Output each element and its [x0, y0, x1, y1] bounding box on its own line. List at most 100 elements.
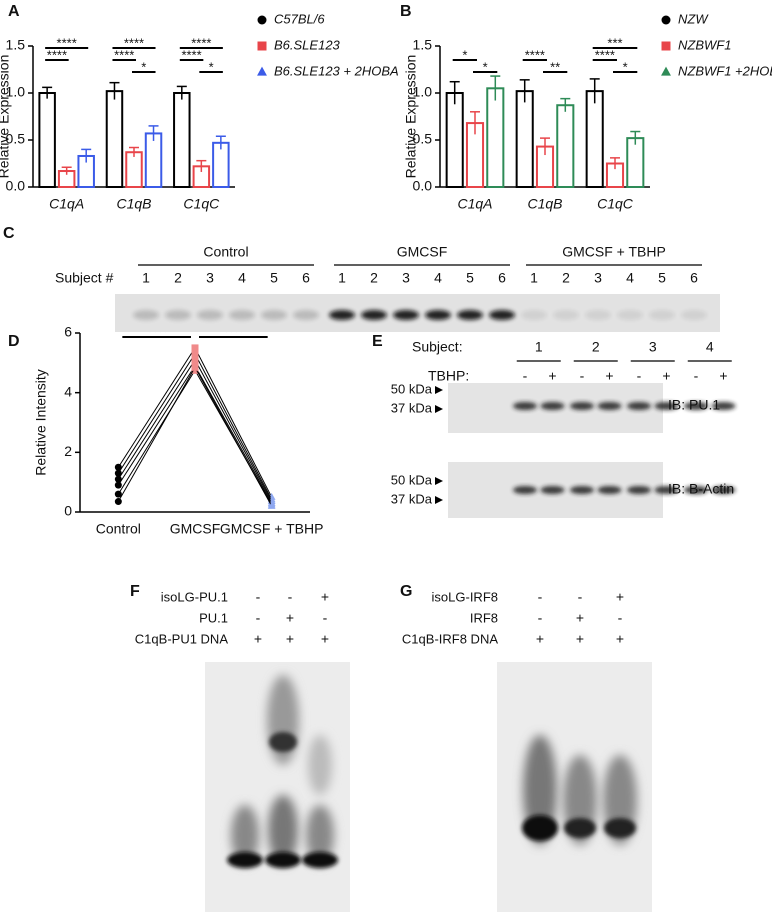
x-tick-label: C1qB — [116, 196, 151, 212]
condition-sign: - — [256, 610, 261, 626]
condition-sign: - — [323, 610, 328, 626]
condition-sign: - — [288, 589, 293, 605]
gel-band — [617, 310, 643, 320]
legend-label: B6.SLE123 — [274, 37, 341, 52]
condition-label: IRF8 — [470, 610, 498, 625]
gel-band — [393, 310, 419, 320]
row-label: Subject # — [55, 270, 114, 286]
subject-label: 6 — [498, 270, 506, 286]
gel-band — [649, 310, 675, 320]
bar — [515, 90, 534, 188]
point — [114, 463, 122, 471]
blot-band — [654, 402, 679, 410]
panel-label: D — [8, 333, 20, 350]
gel-band — [585, 310, 611, 320]
blot-band — [570, 486, 594, 494]
kda-arrow — [435, 477, 443, 485]
x-tick-label: C1qC — [183, 196, 220, 212]
panel-label: G — [400, 583, 412, 600]
point — [191, 344, 199, 352]
y-axis-label: Relative Expression — [403, 55, 419, 179]
subject-label: 5 — [270, 270, 278, 286]
bar — [445, 92, 464, 188]
significance-label: * — [623, 59, 628, 74]
group-label: GMCSF + TBHP — [562, 244, 666, 260]
gel-band — [165, 310, 191, 320]
condition-sign: - — [256, 589, 261, 605]
y-axis-label: Relative Intensity — [33, 369, 49, 476]
legend-marker — [257, 41, 267, 51]
subject-label: 2 — [174, 270, 182, 286]
legend-marker — [661, 41, 671, 51]
point — [191, 350, 199, 358]
bar — [125, 151, 143, 188]
x-tick-label: GMCSF — [170, 521, 221, 537]
subject-label: 5 — [466, 270, 474, 286]
condition-label: isoLG-IRF8 — [432, 589, 498, 604]
tbhp-sign: + — [605, 368, 613, 384]
point — [114, 481, 122, 489]
x-tick-label: GMCSF + TBHP — [220, 521, 324, 537]
gel-band — [457, 310, 483, 320]
subject-label: 4 — [626, 270, 634, 286]
blot-band — [597, 402, 622, 410]
bar — [585, 90, 604, 188]
gel-band — [489, 310, 515, 320]
tbhp-sign: - — [637, 368, 642, 384]
series-line — [117, 352, 273, 500]
x-tick-label: C1qA — [457, 196, 492, 212]
kda-arrow — [435, 386, 443, 394]
point — [114, 475, 122, 483]
significance-label: * — [483, 59, 488, 74]
x-tick-label: C1qC — [597, 196, 634, 212]
subject-label: 6 — [302, 270, 310, 286]
x-tick-label: C1qB — [527, 196, 562, 212]
subject-label: 3 — [206, 270, 214, 286]
gel-band — [361, 310, 387, 320]
point — [191, 363, 199, 371]
subject-number: 3 — [649, 339, 657, 355]
blot-band — [597, 486, 622, 494]
subject-label: 2 — [370, 270, 378, 286]
significance-label: **** — [525, 47, 545, 62]
legend-marker — [661, 66, 671, 76]
condition-sign: + — [576, 631, 584, 647]
panel-label: A — [8, 3, 20, 20]
blot-band — [540, 402, 565, 410]
kda-label: 37 kDa — [391, 491, 433, 506]
bar — [556, 104, 575, 188]
bar — [173, 92, 191, 188]
legend-label: C57BL/6 — [274, 11, 325, 26]
series-line — [117, 364, 273, 504]
significance-label: **** — [191, 35, 211, 50]
bar — [626, 137, 645, 188]
significance-label: **** — [124, 35, 144, 50]
tbhp-label: TBHP: — [428, 368, 469, 384]
kda-arrow — [435, 496, 443, 504]
condition-sign: + — [321, 589, 329, 605]
significance-label: * — [141, 59, 146, 74]
legend-marker — [661, 15, 671, 25]
group-label: Control — [203, 244, 248, 260]
gel-band — [681, 310, 707, 320]
tbhp-sign: + — [719, 368, 727, 384]
blot-band — [711, 486, 736, 494]
condition-sign: + — [616, 631, 624, 647]
subject-label: 6 — [690, 270, 698, 286]
panel-label: F — [130, 583, 140, 600]
condition-sign: - — [578, 589, 583, 605]
group-label: GMCSF — [397, 244, 448, 260]
tbhp-sign: + — [662, 368, 670, 384]
kda-arrow — [435, 405, 443, 413]
panel-label: B — [400, 3, 412, 20]
point — [114, 490, 122, 498]
condition-label: isoLG-PU.1 — [161, 589, 228, 604]
subject-label: 1 — [338, 270, 346, 286]
panel-label: E — [372, 333, 383, 350]
significance-label: * — [462, 47, 467, 62]
legend-label: NZBWF1 +2HOBA — [678, 63, 772, 78]
significance-label: **** — [595, 47, 615, 62]
subject-number: 1 — [535, 339, 543, 355]
condition-label: C1qB-IRF8 DNA — [402, 631, 498, 646]
